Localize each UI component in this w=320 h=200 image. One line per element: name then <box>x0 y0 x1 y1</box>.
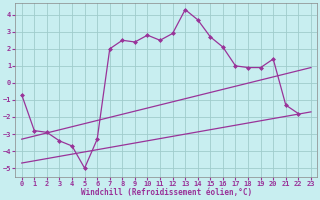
X-axis label: Windchill (Refroidissement éolien,°C): Windchill (Refroidissement éolien,°C) <box>81 188 252 197</box>
